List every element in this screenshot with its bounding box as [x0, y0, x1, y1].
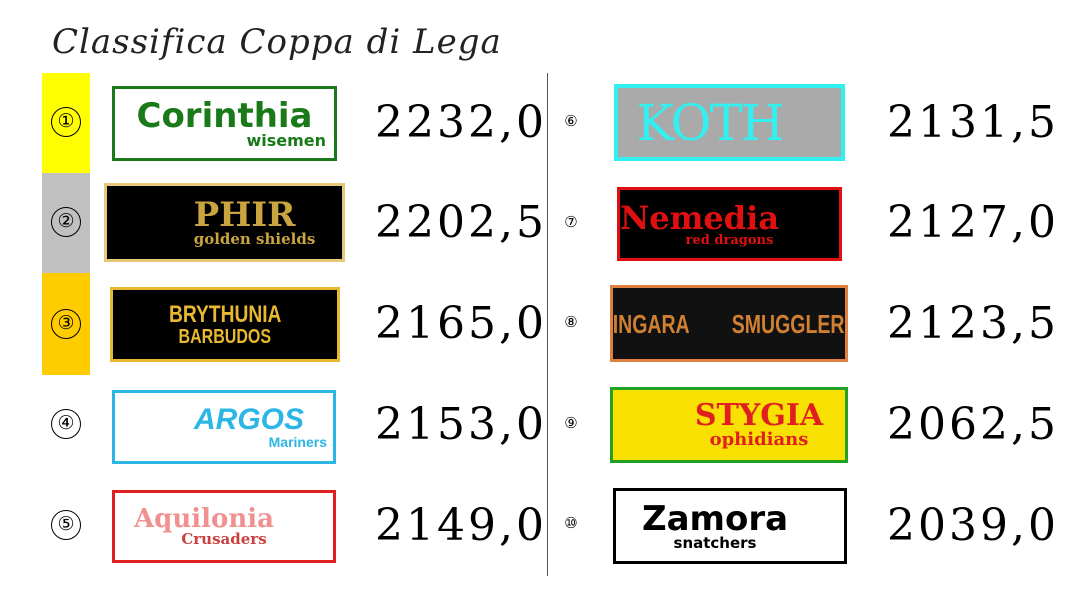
- team-logo-corinthia: Corinthia wisemen: [112, 86, 337, 161]
- team-score: 2153,0: [375, 399, 547, 450]
- team-score: 2127,0: [887, 197, 1059, 248]
- team-score: 2062,5: [887, 399, 1059, 450]
- rank-badge: ④: [51, 409, 81, 439]
- page-title: Classifica Coppa di Lega: [52, 22, 502, 62]
- team-logo-phir: PHIR golden shields: [104, 183, 345, 262]
- team-logo-aquilonia: Aquilonia Crusaders: [112, 490, 336, 563]
- rank-badge: ③: [51, 309, 81, 339]
- team-score: 2149,0: [375, 500, 547, 551]
- rank-badge: ⑨: [564, 414, 578, 432]
- rank-badge: ⑧: [564, 313, 578, 331]
- team-score: 2039,0: [887, 500, 1059, 551]
- team-score: 2232,0: [375, 97, 547, 148]
- team-logo-argos: ARGOS Mariners: [112, 390, 336, 464]
- team-logo-zingara: ZINGARA SMUGGLERS: [610, 285, 848, 362]
- team-logo-nemedia: Nemedia red dragons: [617, 187, 842, 261]
- rank-badge: ⑥: [564, 112, 578, 130]
- team-logo-koth: KOTH: [614, 84, 845, 161]
- team-logo-brythunia: BRYTHUNIA BARBUDOS: [110, 287, 340, 362]
- rank-badge: ①: [51, 107, 81, 137]
- rank-badge: ⑤: [51, 510, 81, 540]
- team-score: 2165,0: [375, 298, 547, 349]
- rank-badge: ②: [51, 207, 81, 237]
- team-logo-stygia: STYGIA ophidians: [610, 387, 848, 463]
- rank-badge: ⑩: [564, 514, 578, 532]
- team-score: 2202,5: [375, 197, 547, 248]
- team-score: 2131,5: [887, 97, 1059, 148]
- team-score: 2123,5: [887, 298, 1059, 349]
- team-logo-zamora: Zamora snatchers: [613, 488, 847, 564]
- rank-badge: ⑦: [564, 213, 578, 231]
- column-divider: [547, 73, 548, 576]
